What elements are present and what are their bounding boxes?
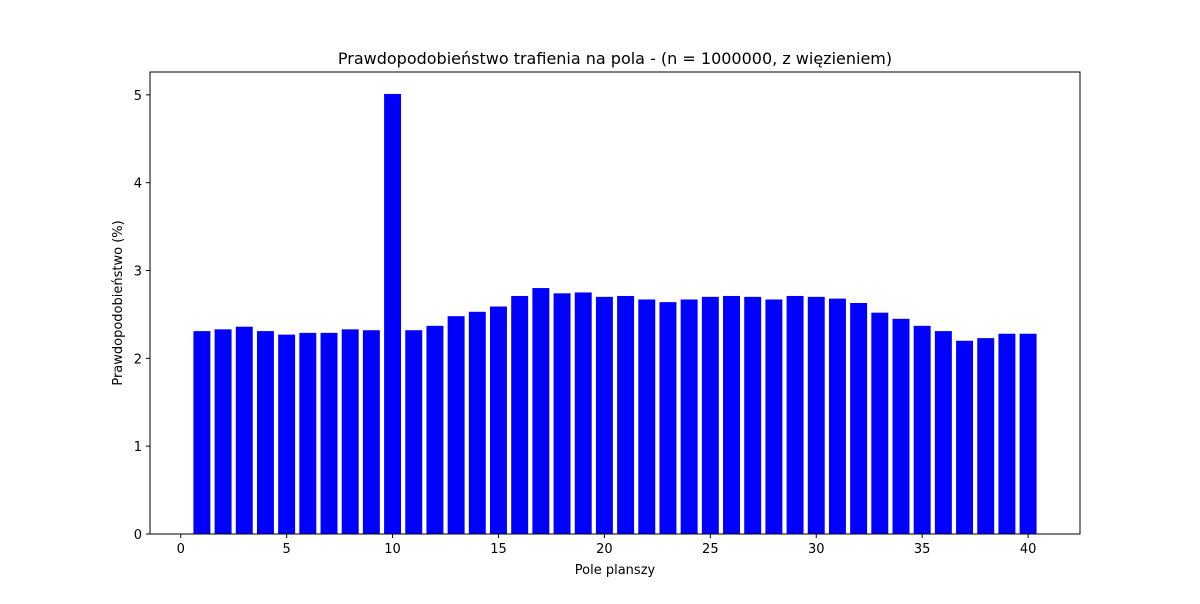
bar-pole-34: [892, 318, 910, 534]
x-tick-label: 5: [282, 542, 290, 557]
bar-pole-14: [468, 311, 486, 534]
bar-pole-19: [574, 292, 592, 534]
y-axis-label: Prawdopodobieństwo (%): [111, 220, 126, 385]
x-tick-label: 30: [808, 542, 825, 557]
bar-pole-31: [828, 298, 846, 534]
bar-pole-13: [447, 316, 465, 534]
bar-pole-21: [617, 295, 635, 534]
x-axis-ticks: 0 5 10 15 20 25 30 35 40: [177, 534, 1037, 557]
bar-pole-24: [680, 299, 698, 534]
bar-pole-37: [956, 340, 974, 534]
bar-pole-39: [998, 333, 1016, 534]
bar-pole-17: [532, 288, 550, 534]
y-tick-label: 5: [134, 89, 142, 104]
bar-pole-23: [659, 302, 677, 534]
x-tick-label: 0: [177, 542, 185, 557]
chart-title: Prawdopodobieństwo trafienia na pola - (…: [338, 49, 892, 68]
bar-pole-8: [341, 329, 359, 534]
bar-pole-36: [934, 331, 952, 534]
x-tick-label: 40: [1020, 542, 1037, 557]
bar-pole-1: [193, 331, 211, 534]
bar-pole-2: [214, 329, 232, 534]
bars-group: [193, 93, 1037, 534]
bar-pole-3: [235, 326, 253, 534]
x-tick-label: 20: [596, 542, 613, 557]
bar-pole-33: [871, 312, 889, 534]
bar-pole-28: [765, 299, 783, 534]
y-tick-label: 0: [134, 528, 142, 543]
y-tick-label: 2: [134, 352, 142, 367]
x-tick-label: 15: [490, 542, 507, 557]
x-tick-label: 25: [702, 542, 719, 557]
bar-pole-5: [278, 334, 296, 534]
bar-pole-25: [701, 296, 719, 534]
bar-pole-20: [595, 296, 613, 534]
bar-pole-15: [490, 306, 507, 534]
bar-pole-27: [744, 296, 762, 534]
bar-pole-38: [977, 338, 995, 534]
bar-pole-9: [362, 330, 380, 534]
bar-pole-16: [511, 295, 529, 534]
bar-pole-6: [299, 332, 317, 534]
bar-pole-32: [850, 303, 868, 534]
x-tick-label: 35: [914, 542, 931, 557]
y-tick-label: 4: [134, 177, 142, 192]
bar-pole-18: [553, 293, 571, 534]
bar-pole-35: [913, 325, 931, 534]
bar-pole-4: [256, 331, 274, 534]
plot-frame: [149, 71, 1081, 535]
y-tick-label: 1: [134, 440, 142, 455]
bar-pole-22: [638, 299, 656, 534]
bar-pole-12: [426, 325, 444, 534]
bar-pole-30: [807, 296, 825, 534]
bar-pole-10: [384, 93, 402, 534]
x-axis-label: Pole planszy: [575, 563, 656, 578]
bar-pole-26: [723, 295, 740, 534]
x-tick-label: 10: [384, 542, 401, 557]
bar-pole-11: [405, 330, 423, 534]
y-axis-ticks: 0 1 2 3 4 5: [134, 89, 150, 543]
bar-pole-40: [1019, 333, 1037, 534]
y-tick-label: 3: [134, 265, 142, 280]
bar-pole-29: [786, 295, 804, 534]
bar-pole-7: [320, 332, 338, 534]
